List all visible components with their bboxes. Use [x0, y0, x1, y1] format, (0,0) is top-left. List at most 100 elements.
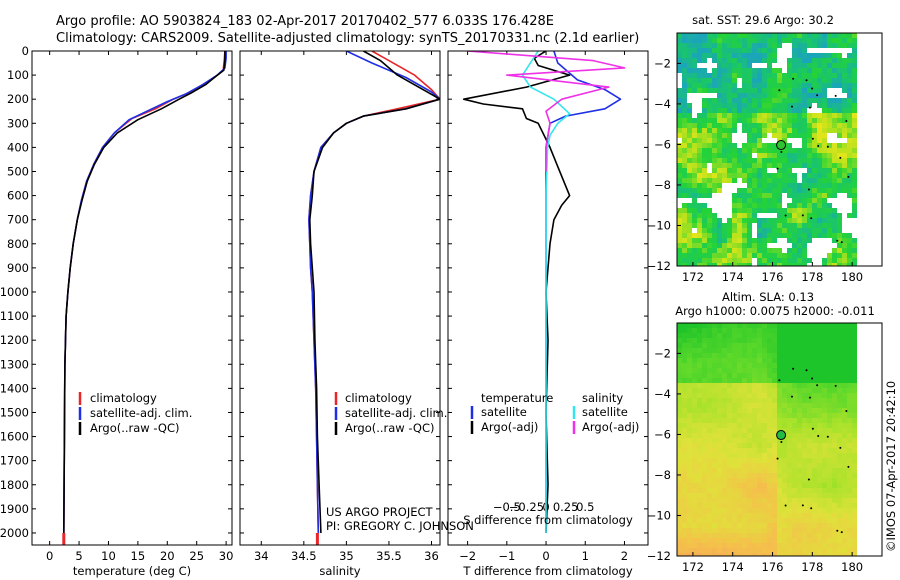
map-cell — [832, 208, 837, 213]
map-cell — [847, 358, 852, 363]
map-cell — [732, 253, 737, 258]
map-cell — [742, 523, 747, 528]
map-cell — [797, 338, 802, 343]
map-cell — [872, 258, 877, 263]
map-cell — [732, 258, 737, 263]
map-cell — [757, 438, 762, 443]
map-cell — [757, 198, 762, 203]
map-cell — [842, 43, 847, 48]
map-cell — [857, 158, 862, 163]
map-cell — [792, 73, 797, 78]
map-cell — [702, 103, 707, 108]
map-cell — [852, 63, 857, 68]
map-cell — [877, 263, 882, 266]
map-cell — [842, 388, 847, 393]
map-cell — [767, 368, 772, 373]
map-cell — [842, 428, 847, 433]
map-cell — [867, 118, 872, 123]
map-cell — [727, 48, 732, 53]
map-cell — [687, 428, 692, 433]
island-dot — [780, 151, 783, 154]
map-cell — [872, 48, 877, 53]
map-cell — [827, 478, 832, 483]
map-cell — [762, 38, 767, 43]
map-cell — [852, 468, 857, 473]
map-cell — [687, 353, 692, 358]
map-cell — [677, 113, 682, 118]
map-cell — [857, 338, 862, 343]
map-cell — [732, 98, 737, 103]
map-cell — [717, 43, 722, 48]
map-cell — [742, 123, 747, 128]
map-cell — [847, 338, 852, 343]
map-cell — [677, 498, 682, 503]
map-cell — [777, 63, 782, 68]
map-cell — [777, 188, 782, 193]
map-cell — [842, 528, 847, 533]
map-cell — [877, 128, 882, 133]
map-cell — [767, 43, 772, 48]
map-cell — [762, 98, 767, 103]
map-cell — [802, 453, 807, 458]
map-cell — [872, 173, 877, 178]
map-cell — [717, 353, 722, 358]
map-cell — [752, 228, 757, 233]
map-cell — [772, 163, 777, 168]
map-cell — [812, 123, 817, 128]
map-cell — [762, 383, 767, 388]
map-cell — [767, 523, 772, 528]
map-cell — [697, 208, 702, 213]
map-cell — [792, 213, 797, 218]
map-cell — [747, 358, 752, 363]
map-cell — [697, 203, 702, 208]
map-cell — [837, 343, 842, 348]
map-cell — [722, 548, 727, 553]
map-cell — [827, 213, 832, 218]
map-cell — [842, 163, 847, 168]
map-cell — [762, 263, 767, 266]
map-cell — [752, 58, 757, 63]
map-cell — [702, 93, 707, 98]
map-cell — [752, 113, 757, 118]
map-cell — [797, 418, 802, 423]
map-cell — [697, 518, 702, 523]
map-cell — [717, 38, 722, 43]
map-cell — [802, 193, 807, 198]
map-cell — [742, 158, 747, 163]
map-cell — [842, 228, 847, 233]
map-cell — [782, 523, 787, 528]
map-cell — [732, 133, 737, 138]
map-cell — [677, 238, 682, 243]
map-cell — [817, 513, 822, 518]
map-cell — [877, 143, 882, 148]
map-cell — [722, 448, 727, 453]
map-cell — [772, 448, 777, 453]
map-cell — [702, 493, 707, 498]
map-cell — [722, 328, 727, 333]
map-cell — [872, 528, 877, 533]
map-cell — [872, 228, 877, 233]
map-cell — [832, 88, 837, 93]
map-cell — [722, 353, 727, 358]
map-cell — [752, 508, 757, 513]
map-cell — [682, 73, 687, 78]
map-cell — [842, 488, 847, 493]
map-cell — [782, 448, 787, 453]
map-cell — [837, 218, 842, 223]
map-cell — [842, 93, 847, 98]
map-cell — [782, 488, 787, 493]
map-cell — [737, 88, 742, 93]
map-cell — [872, 423, 877, 428]
map-cell — [697, 348, 702, 353]
map-cell — [877, 133, 882, 138]
map-cell — [697, 108, 702, 113]
map-cell — [727, 348, 732, 353]
map-cell — [842, 113, 847, 118]
map-cell — [827, 223, 832, 228]
map-cell — [782, 233, 787, 238]
map-cell — [867, 148, 872, 153]
map-cell — [867, 178, 872, 183]
map-cell — [792, 423, 797, 428]
map-cell — [697, 458, 702, 463]
map-cell — [757, 83, 762, 88]
